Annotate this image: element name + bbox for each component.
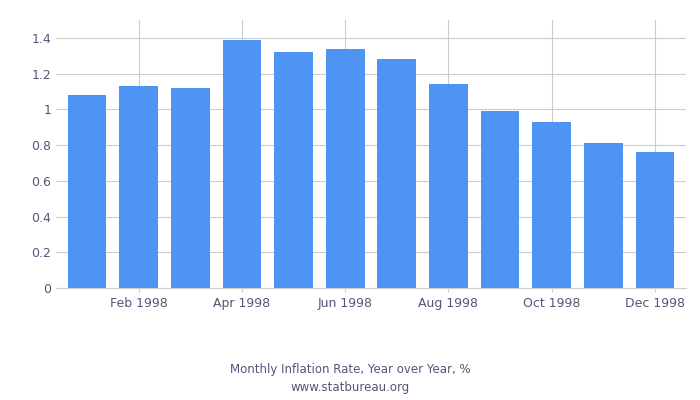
Text: www.statbureau.org: www.statbureau.org <box>290 382 410 394</box>
Bar <box>171 88 209 288</box>
Bar <box>533 122 571 288</box>
Legend: Eurozone, 1998: Eurozone, 1998 <box>303 398 439 400</box>
Bar <box>377 59 416 288</box>
Bar <box>68 95 106 288</box>
Bar <box>584 143 623 288</box>
Bar <box>223 40 261 288</box>
Bar <box>636 152 674 288</box>
Bar <box>274 52 313 288</box>
Bar <box>326 48 365 288</box>
Bar <box>119 86 158 288</box>
Text: Monthly Inflation Rate, Year over Year, %: Monthly Inflation Rate, Year over Year, … <box>230 364 470 376</box>
Bar <box>429 84 468 288</box>
Bar <box>481 111 519 288</box>
